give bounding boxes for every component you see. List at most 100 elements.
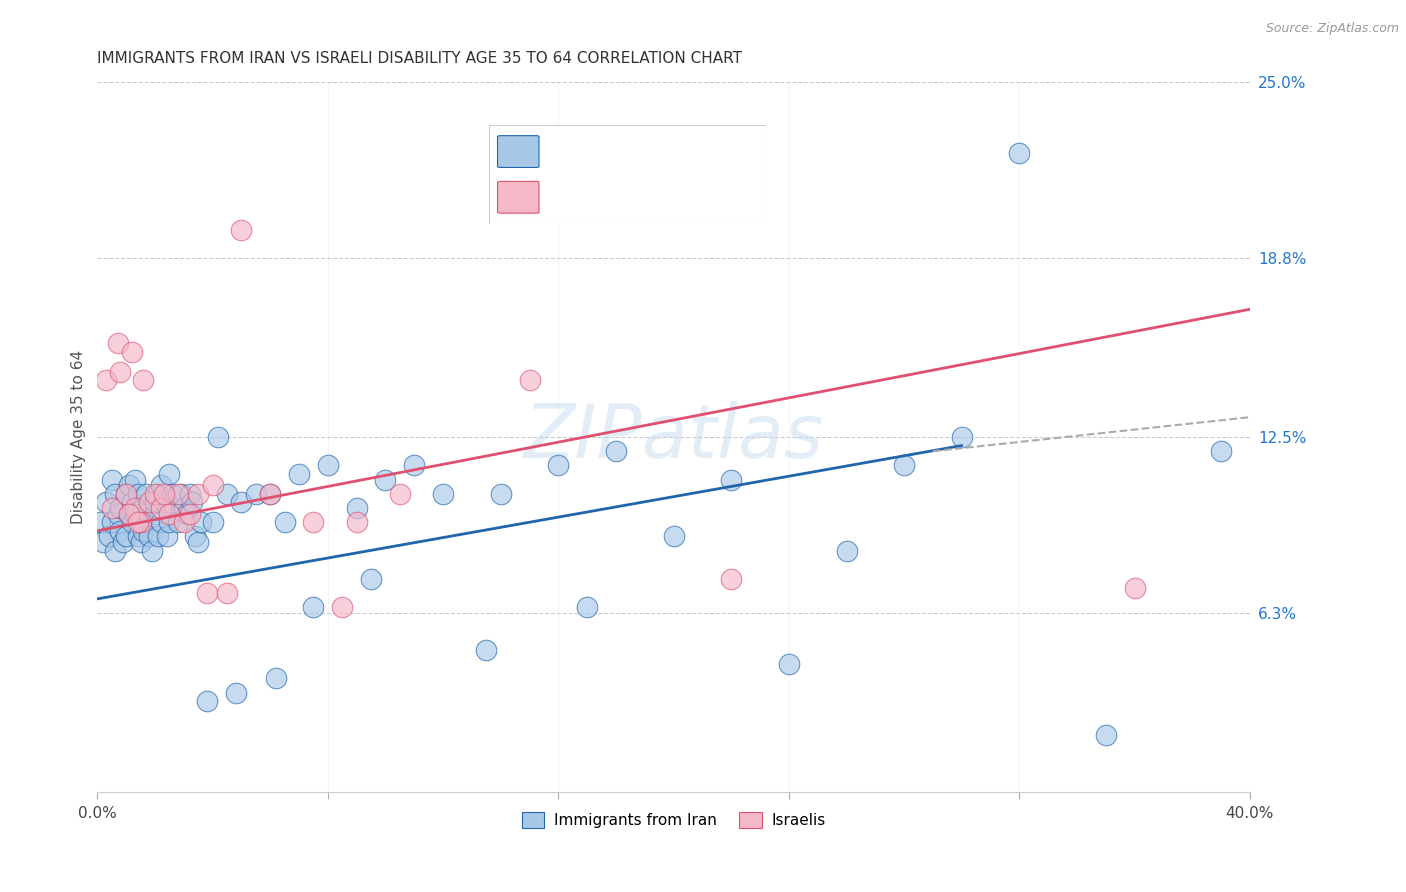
Point	[157, 507, 180, 521]
Point	[132, 524, 155, 538]
Point	[388, 487, 411, 501]
Point	[118, 478, 141, 492]
Point	[141, 543, 163, 558]
Point	[135, 487, 157, 501]
Point	[152, 495, 174, 509]
Point	[89, 515, 111, 529]
Point	[121, 515, 143, 529]
Point	[115, 487, 138, 501]
Point	[893, 458, 915, 473]
Point	[404, 458, 426, 473]
Legend: Immigrants from Iran, Israelis: Immigrants from Iran, Israelis	[516, 805, 832, 834]
Point	[132, 373, 155, 387]
Point	[127, 529, 149, 543]
Point	[149, 515, 172, 529]
Point	[124, 507, 146, 521]
Point	[157, 467, 180, 481]
Point	[1008, 146, 1031, 161]
Point	[835, 543, 858, 558]
Point	[187, 487, 209, 501]
Point	[374, 473, 396, 487]
Point	[149, 478, 172, 492]
Point	[720, 473, 742, 487]
Point	[1211, 444, 1233, 458]
Point	[146, 529, 169, 543]
Point	[127, 515, 149, 529]
Point	[360, 572, 382, 586]
Point	[302, 515, 325, 529]
Point	[146, 487, 169, 501]
Point	[165, 501, 187, 516]
Point	[149, 501, 172, 516]
Point	[127, 487, 149, 501]
Point	[107, 507, 129, 521]
Point	[100, 515, 122, 529]
Point	[118, 507, 141, 521]
Point	[91, 535, 114, 549]
Point	[143, 495, 166, 509]
Point	[170, 487, 193, 501]
Point	[187, 535, 209, 549]
Point	[662, 529, 685, 543]
Point	[288, 467, 311, 481]
Point	[129, 515, 152, 529]
Point	[115, 529, 138, 543]
Point	[104, 543, 127, 558]
Point	[129, 515, 152, 529]
Point	[143, 487, 166, 501]
Point	[100, 473, 122, 487]
Point	[132, 501, 155, 516]
Point	[576, 600, 599, 615]
Point	[162, 487, 184, 501]
Text: ZIPatlas: ZIPatlas	[523, 401, 824, 473]
Point	[104, 487, 127, 501]
Point	[124, 473, 146, 487]
Point	[138, 495, 160, 509]
Point	[184, 529, 207, 543]
Point	[259, 487, 281, 501]
Point	[547, 458, 569, 473]
Point	[201, 478, 224, 492]
Point	[215, 586, 238, 600]
Point	[245, 487, 267, 501]
Point	[1095, 728, 1118, 742]
Point	[94, 373, 117, 387]
Point	[190, 515, 212, 529]
Point	[94, 495, 117, 509]
Y-axis label: Disability Age 35 to 64: Disability Age 35 to 64	[72, 350, 86, 524]
Point	[124, 501, 146, 516]
Point	[110, 501, 132, 516]
Point	[115, 487, 138, 501]
Point	[112, 535, 135, 549]
Point	[155, 529, 177, 543]
Point	[273, 515, 295, 529]
Point	[432, 487, 454, 501]
Point	[489, 487, 512, 501]
Point	[110, 524, 132, 538]
Point	[195, 694, 218, 708]
Point	[195, 586, 218, 600]
Point	[173, 515, 195, 529]
Point	[110, 365, 132, 379]
Point	[118, 507, 141, 521]
Point	[167, 487, 190, 501]
Point	[346, 501, 368, 516]
Point	[97, 529, 120, 543]
Point	[519, 373, 541, 387]
Point	[720, 572, 742, 586]
Point	[346, 515, 368, 529]
Point	[179, 487, 201, 501]
Point	[121, 495, 143, 509]
Point	[316, 458, 339, 473]
Point	[100, 501, 122, 516]
Point	[181, 495, 204, 509]
Point	[152, 487, 174, 501]
Text: Source: ZipAtlas.com: Source: ZipAtlas.com	[1265, 22, 1399, 36]
Point	[121, 344, 143, 359]
Point	[264, 672, 287, 686]
Point	[143, 507, 166, 521]
Point	[107, 336, 129, 351]
Point	[475, 643, 498, 657]
Point	[1123, 581, 1146, 595]
Point	[157, 515, 180, 529]
